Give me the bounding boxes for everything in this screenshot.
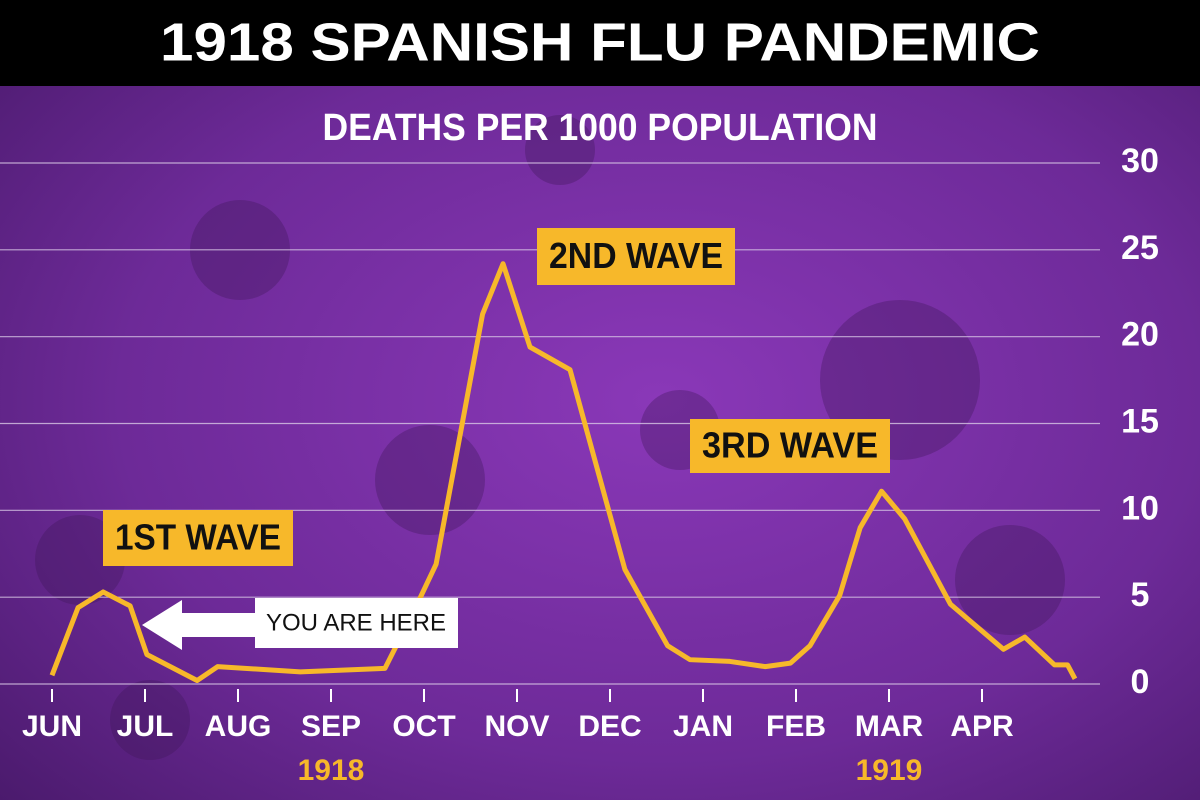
x-tick-label: JAN [673,710,733,743]
chart-title: 1918 SPANISH FLU PANDEMIC [160,12,1040,72]
x-tick-label: NOV [484,710,549,743]
y-tick-label: 0 [1131,663,1150,701]
year-label: 1919 [856,754,923,787]
arrow [142,600,256,650]
chart-subtitle: DEATHS PER 1000 POPULATION [323,107,878,149]
x-tick-label: FEB [766,710,826,743]
x-tick-label: AUG [205,710,272,743]
title-bar [0,0,1200,86]
annotation: 3RD WAVE [702,425,878,466]
y-tick-label: 20 [1121,316,1159,354]
annotation: 2ND WAVE [549,235,723,276]
y-tick-label: 10 [1121,489,1159,527]
annotation-box [103,510,293,566]
annotation-box [255,598,458,648]
x-tick-label: APR [950,710,1014,743]
x-tick-label: JUN [22,710,82,743]
annotation-box [537,228,735,285]
year-label: 1918 [298,754,365,787]
x-tick-label: SEP [301,710,361,743]
y-tick-label: 30 [1121,142,1159,180]
x-tick-label: JUL [117,710,174,743]
annotation: 1ST WAVE [115,517,281,558]
x-tick-label: OCT [392,710,455,743]
annotation: YOU ARE HERE [266,609,446,636]
y-tick-label: 15 [1121,402,1159,440]
data-line [49,261,1078,684]
y-tick-label: 25 [1121,229,1159,267]
x-tick-label: DEC [578,710,641,743]
y-tick-label: 5 [1131,576,1150,614]
annotation-box [690,419,890,473]
x-tick-label: MAR [855,710,924,743]
